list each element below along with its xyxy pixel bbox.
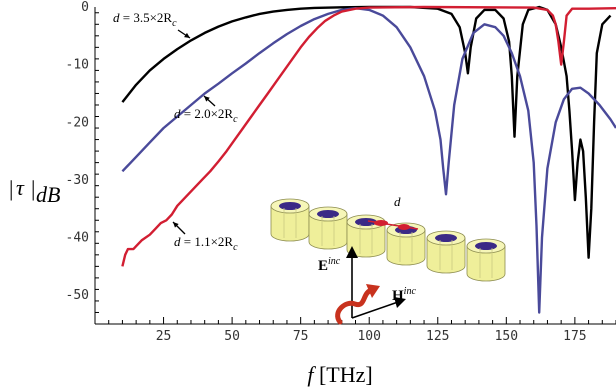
series-annotation-2: d = 2.0×2Rc bbox=[174, 106, 238, 125]
x-tick-label: 150 bbox=[495, 329, 518, 344]
x-tick-label: 50 bbox=[224, 329, 240, 344]
series-layer bbox=[121, 5, 616, 314]
svg-text:|: | bbox=[9, 176, 13, 201]
inset-d-label: d bbox=[394, 194, 401, 209]
annotation-arrow-head-2 bbox=[204, 96, 210, 102]
e-arrow-head bbox=[346, 246, 358, 258]
wave-vector-arrow bbox=[335, 287, 375, 325]
x-axis-label: f [THz] bbox=[307, 362, 372, 387]
x-axis-variable: f bbox=[307, 362, 316, 387]
svg-text:|: | bbox=[31, 176, 35, 201]
nanoring bbox=[466, 238, 506, 282]
nanoring bbox=[346, 214, 386, 258]
e-inc-label: Einc bbox=[318, 256, 341, 274]
y-tick-label: 0 bbox=[81, 0, 89, 15]
axes-layer: 0 -10 -20 -30 -40 -50 25 50 75 100 125 150 175 bbox=[66, 0, 616, 344]
nanoring bbox=[270, 198, 310, 242]
y-tick-label: -10 bbox=[66, 58, 89, 73]
series-annotation-3: d = 1.1×2Rc bbox=[174, 234, 238, 253]
h-inc-label: Hinc bbox=[392, 286, 416, 304]
y-tick-label: -40 bbox=[66, 231, 89, 246]
x-tick-label: 75 bbox=[293, 329, 309, 344]
annotation-arrow-head-1 bbox=[184, 32, 190, 38]
h-field-arrow bbox=[351, 301, 399, 319]
x-tick-label: 100 bbox=[357, 329, 380, 344]
series-line-1 bbox=[121, 5, 612, 259]
annotations-layer: d = 3.5×2Rc d = 2.0×2Rc d = 1.1×2Rc bbox=[113, 10, 238, 253]
wave-arrow-head bbox=[366, 284, 380, 298]
y-axis-variable: τ bbox=[16, 175, 25, 200]
x-axis-unit: [THz] bbox=[313, 362, 372, 387]
x-tick-label: 175 bbox=[563, 329, 586, 344]
x-tick-label: 125 bbox=[426, 329, 449, 344]
nanoring-chain-illustration: d Einc Hinc bbox=[270, 194, 506, 325]
annotation-arrow-head-3 bbox=[173, 222, 179, 228]
y-tick-label: -30 bbox=[66, 173, 89, 188]
y-axis-label: | τ | dB bbox=[9, 175, 60, 207]
y-tick-label: -50 bbox=[66, 288, 89, 303]
nanoring bbox=[386, 222, 426, 266]
nanoring bbox=[308, 206, 348, 250]
nanoring bbox=[426, 230, 466, 274]
y-axis-subscript: dB bbox=[36, 182, 60, 207]
h-arrow-head bbox=[394, 297, 406, 308]
series-line-3 bbox=[121, 5, 616, 267]
series-line-2 bbox=[121, 6, 616, 314]
spacing-d-arrow bbox=[367, 220, 419, 230]
x-tick-label: 25 bbox=[156, 329, 172, 344]
y-tick-label: -20 bbox=[66, 115, 89, 130]
series-annotation-1: d = 3.5×2Rc bbox=[113, 10, 177, 29]
